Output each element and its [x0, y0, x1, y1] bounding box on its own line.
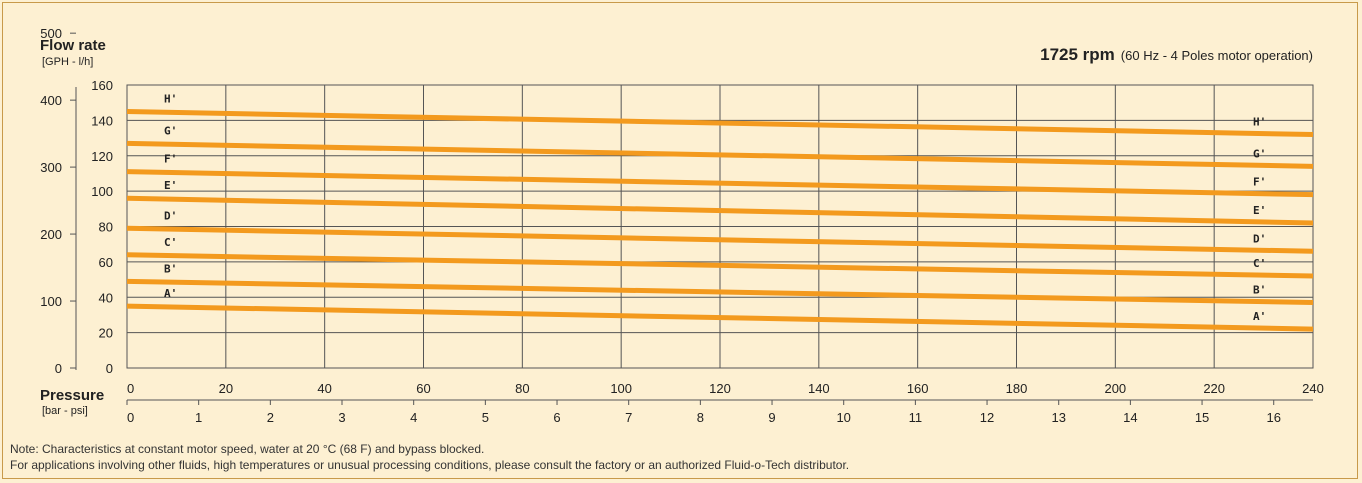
series-lines: H' H' G' G' F' F' E' E' D' D' C' C' B' B' A' A' — [126, 93, 1314, 332]
x-tick-label-bar: 15 — [1195, 410, 1209, 425]
x-tick-label-bar: 13 — [1051, 410, 1065, 425]
series-label-left: A' — [164, 287, 177, 300]
y-tick-label-lh: 80 — [99, 220, 113, 235]
note-line-2: For applications involving other fluids,… — [10, 458, 850, 472]
x-tick-label-bar: 11 — [909, 410, 923, 425]
x-tick-label-bar: 14 — [1123, 410, 1137, 425]
series-label-left: H' — [164, 93, 177, 106]
series-line — [126, 225, 1314, 254]
y-tick-label-gph: 500 — [40, 26, 62, 41]
series-label-left: G' — [164, 124, 177, 137]
y-tick-label-lh: 160 — [91, 78, 113, 93]
series-label-right: B' — [1253, 284, 1266, 297]
x-tick-label-bar: 0 — [127, 410, 134, 425]
y-tick-label-gph: 0 — [55, 361, 62, 376]
series-label-right: H' — [1253, 116, 1266, 129]
x-tick-label-bar: 16 — [1266, 410, 1280, 425]
x-tick-label-bar: 12 — [980, 410, 994, 425]
x-tick-label-psi: 240 — [1302, 381, 1324, 396]
y-tick-label-gph: 400 — [40, 93, 62, 108]
x-tick-label-psi: 100 — [610, 381, 632, 396]
y-tick-label-lh: 0 — [106, 361, 113, 376]
y-axis-units: [GPH - l/h] — [42, 56, 93, 68]
y-tick-label-lh: 20 — [99, 326, 113, 341]
series-line — [126, 140, 1314, 169]
x-tick-label-psi: 160 — [907, 381, 929, 396]
y-tick-label-lh: 40 — [99, 290, 113, 305]
grid — [126, 84, 1314, 369]
x-tick-label-bar: 4 — [410, 410, 417, 425]
series-label-left: E' — [164, 179, 177, 192]
x-tick-label-psi: 140 — [808, 381, 830, 396]
series-label-left: D' — [164, 209, 177, 222]
y-tick-label-gph: 100 — [40, 294, 62, 309]
series-label-right: C' — [1253, 257, 1266, 270]
x-tick-label-bar: 9 — [768, 410, 775, 425]
y-tick-label-lh: 120 — [91, 149, 113, 164]
x-tick-label-psi: 180 — [1006, 381, 1028, 396]
series-label-left: F' — [164, 153, 177, 166]
x-tick-label-psi: 0 — [127, 381, 134, 396]
series-label-right: F' — [1253, 176, 1266, 189]
series-label-left: C' — [164, 236, 177, 249]
x-axis-title: Pressure — [40, 387, 104, 404]
series-line — [126, 278, 1314, 306]
y-tick-label-lh: 100 — [91, 184, 113, 199]
x-tick-label-bar: 6 — [553, 410, 560, 425]
plot-border — [126, 84, 1314, 369]
series-label-right: G' — [1253, 147, 1266, 160]
x-tick-label-bar: 1 — [195, 410, 202, 425]
series-label-right: E' — [1253, 204, 1266, 217]
y-axis-title: Flow rate — [40, 37, 106, 54]
series-line — [126, 195, 1314, 226]
series-label-left: B' — [164, 262, 177, 275]
x-tick-label-bar: 7 — [625, 410, 632, 425]
x-tick-label-bar: 3 — [338, 410, 345, 425]
x-tick-label-bar: 8 — [697, 410, 704, 425]
x-tick-label-psi: 80 — [515, 381, 529, 396]
series-line — [126, 252, 1314, 279]
y-tick-label-gph: 300 — [40, 160, 62, 175]
x-tick-label-psi: 20 — [219, 381, 233, 396]
x-tick-label-psi: 60 — [416, 381, 430, 396]
x-tick-label-bar: 5 — [482, 410, 489, 425]
series-label-right: A' — [1253, 310, 1266, 323]
x-tick-label-bar: 2 — [267, 410, 274, 425]
y-tick-label-lh: 140 — [91, 113, 113, 128]
x-tick-label-psi: 120 — [709, 381, 731, 396]
rpm-label: 1725 rpm (60 Hz - 4 Poles motor operation… — [1040, 45, 1313, 64]
series-label-right: D' — [1253, 232, 1266, 245]
x-tick-label-bar: 10 — [836, 410, 850, 425]
y-tick-label-gph: 200 — [40, 227, 62, 242]
series-line — [126, 303, 1314, 332]
x-tick-label-psi: 40 — [317, 381, 331, 396]
series-line — [126, 169, 1314, 198]
x-tick-label-psi: 200 — [1104, 381, 1126, 396]
x-axis-units: [bar - psi] — [42, 405, 88, 417]
x-tick-label-psi: 220 — [1203, 381, 1225, 396]
series-line — [126, 109, 1314, 138]
y-tick-label-lh: 60 — [99, 255, 113, 270]
note-line-1: Note: Characteristics at constant motor … — [10, 442, 485, 456]
